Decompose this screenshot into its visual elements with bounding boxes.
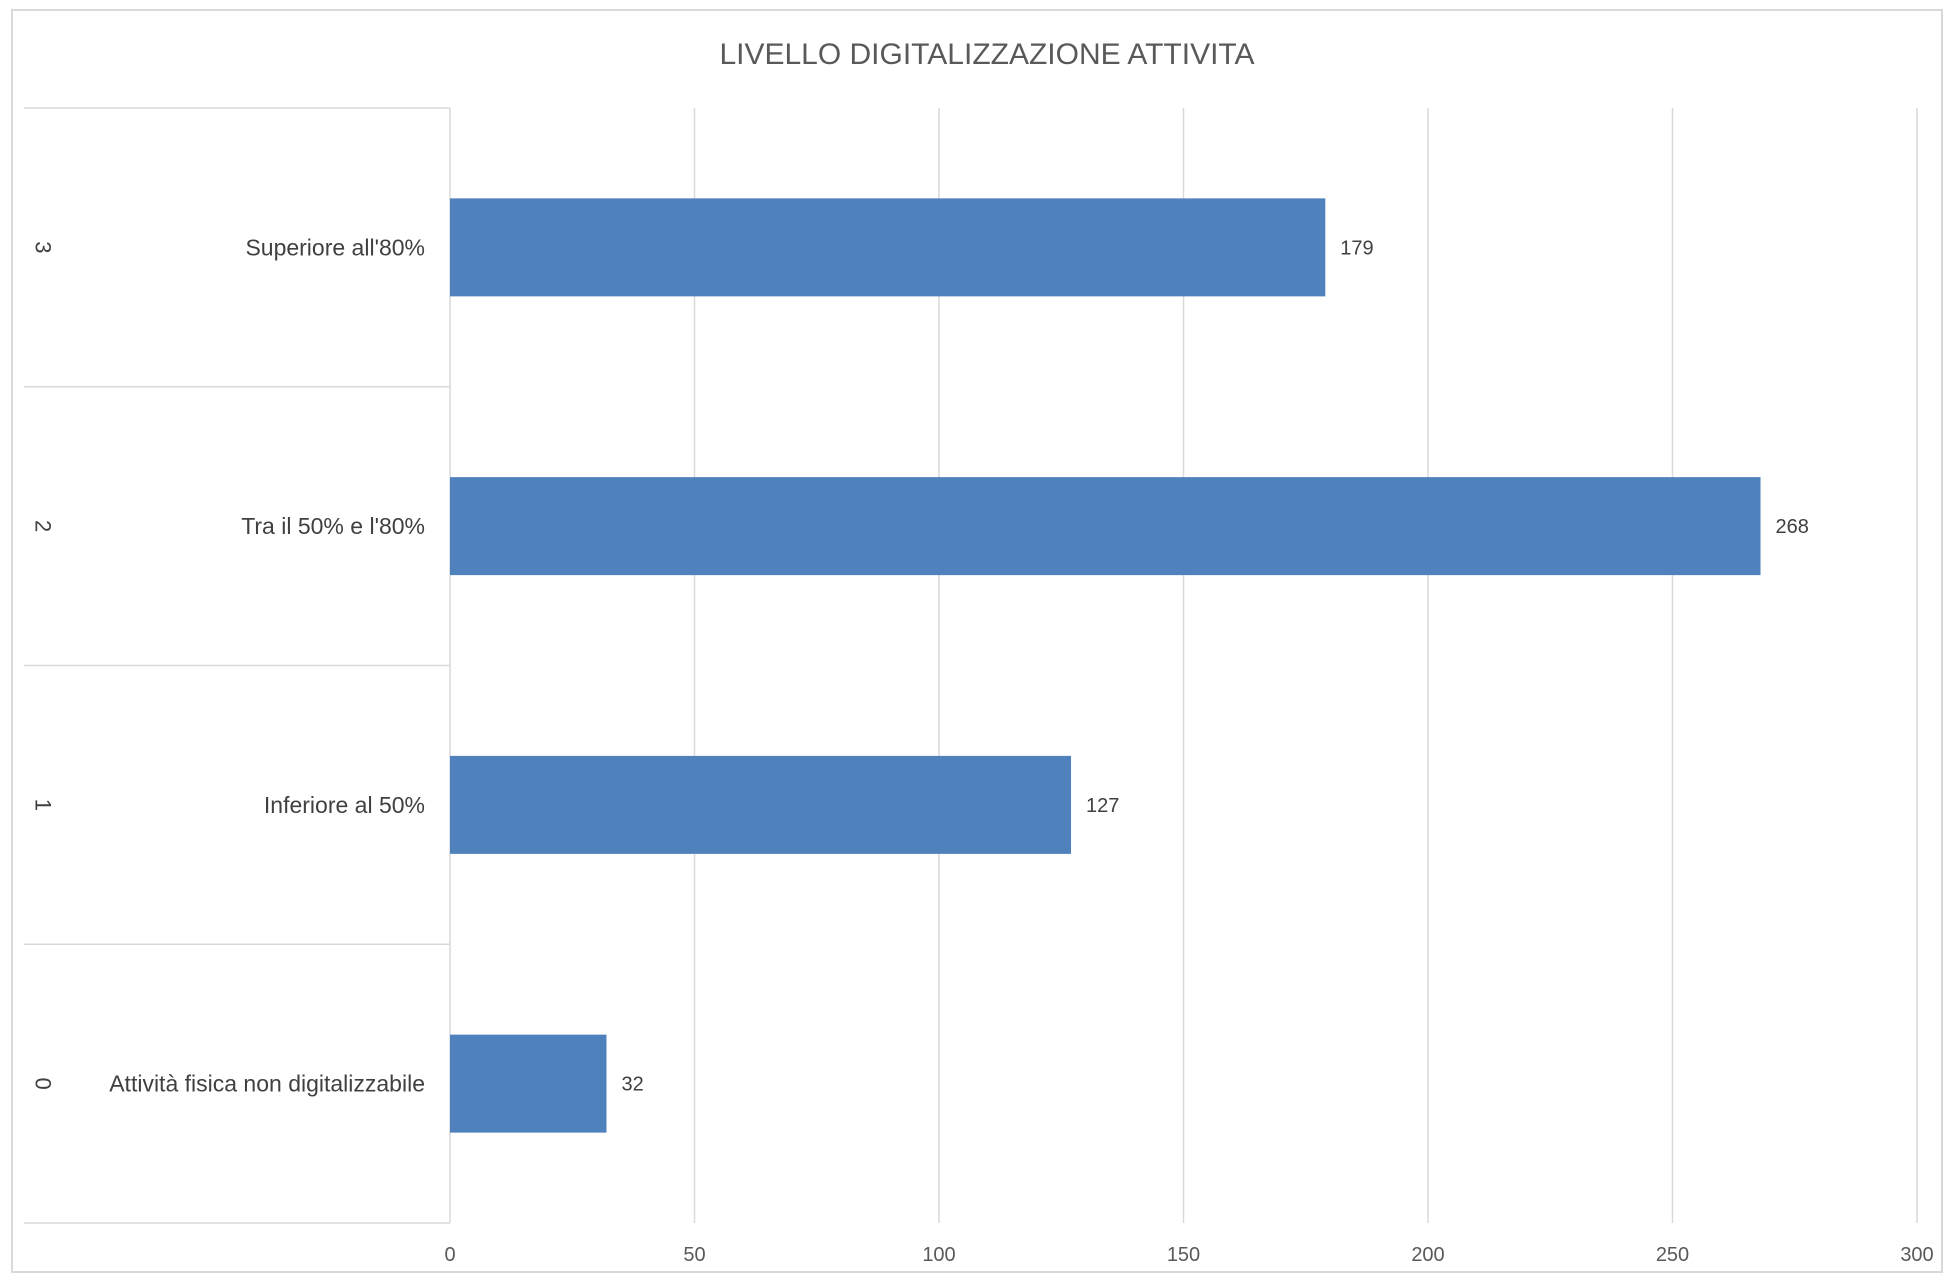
- tick-label: 150: [1167, 1244, 1200, 1266]
- bar: [450, 1034, 607, 1133]
- tick-label: 50: [683, 1244, 705, 1266]
- chart-title: LIVELLO DIGITALIZZAZIONE ATTIVITA: [719, 38, 1254, 71]
- data-label: 268: [1776, 516, 1809, 538]
- value-axis: 0 50 100 150 200 250 300: [444, 1244, 1933, 1266]
- level-label: 3: [31, 241, 56, 253]
- category-label: Inferiore al 50%: [264, 792, 425, 818]
- bars: 179 268 127 32: [450, 198, 1809, 1133]
- tick-label: 100: [922, 1244, 955, 1266]
- category-label: Attività fisica non digitalizzabile: [109, 1071, 425, 1097]
- tick-label: 200: [1411, 1244, 1444, 1266]
- data-label: 179: [1340, 237, 1373, 259]
- bar: [450, 198, 1326, 297]
- level-label: 2: [31, 520, 56, 532]
- level-label: 1: [31, 799, 56, 811]
- category-axis: Superiore all'80% 3 Tra il 50% e l'80% 2 Inf…: [24, 107, 451, 1224]
- data-label: 32: [621, 1074, 643, 1096]
- tick-label: 0: [444, 1244, 455, 1266]
- level-label: 0: [31, 1078, 56, 1090]
- data-label: 127: [1086, 795, 1119, 817]
- tick-label: 250: [1656, 1244, 1689, 1266]
- category-label: Superiore all'80%: [245, 234, 425, 260]
- tick-label: 300: [1900, 1244, 1933, 1266]
- bar: [450, 477, 1761, 576]
- bar: [450, 755, 1072, 854]
- category-label: Tra il 50% e l'80%: [241, 513, 425, 539]
